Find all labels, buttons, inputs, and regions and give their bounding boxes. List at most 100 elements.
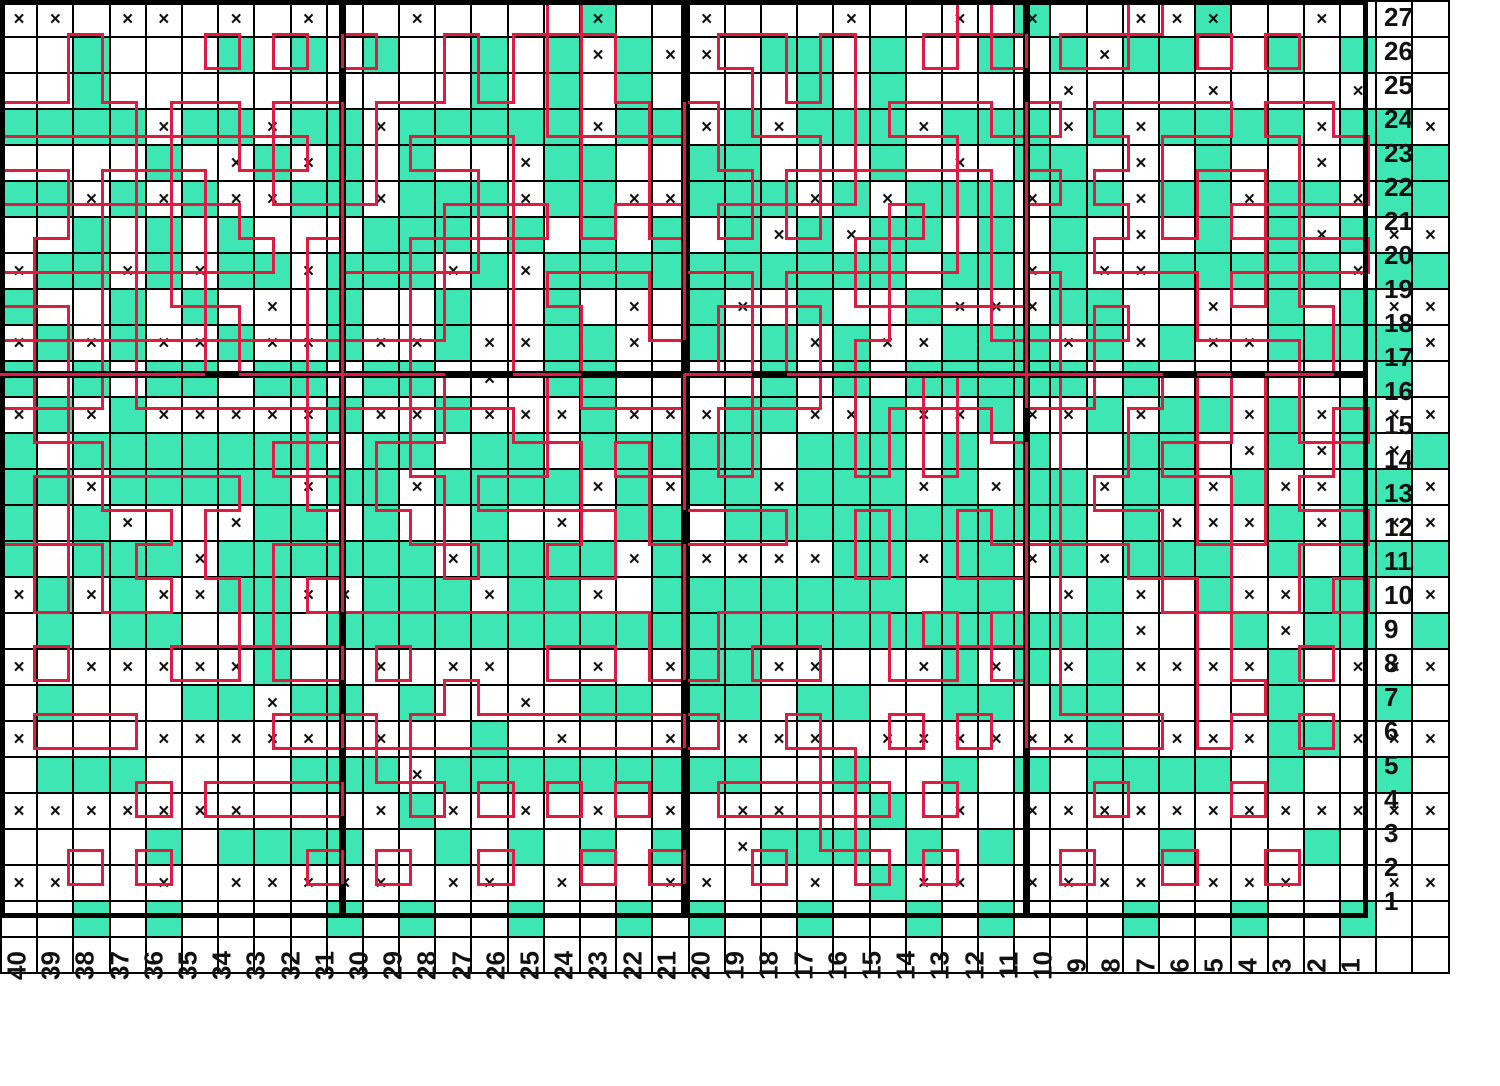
grid-cell[interactable]: [1411, 396, 1450, 434]
grid-cell[interactable]: [361, 828, 401, 866]
grid-cell[interactable]: [542, 396, 582, 434]
grid-cell[interactable]: [904, 324, 943, 362]
grid-cell[interactable]: [1121, 864, 1161, 902]
grid-cell[interactable]: [506, 108, 545, 146]
grid-cell[interactable]: [1157, 0, 1197, 38]
grid-cell[interactable]: [361, 468, 401, 506]
grid-cell[interactable]: [578, 612, 618, 650]
grid-cell[interactable]: [1375, 720, 1414, 758]
grid-cell[interactable]: [144, 36, 183, 74]
grid-cell[interactable]: [434, 288, 473, 326]
grid-cell[interactable]: [1194, 108, 1233, 146]
grid-cell[interactable]: [1121, 576, 1161, 614]
grid-cell[interactable]: [1157, 108, 1197, 146]
grid-cell[interactable]: [398, 720, 437, 758]
grid-cell[interactable]: [940, 252, 980, 290]
grid-cell[interactable]: [72, 756, 111, 794]
grid-cell[interactable]: [1375, 792, 1414, 830]
grid-cell[interactable]: [977, 252, 1016, 290]
grid-cell[interactable]: [506, 432, 545, 470]
grid-cell[interactable]: [977, 216, 1016, 254]
grid-cell[interactable]: [180, 108, 220, 146]
grid-cell[interactable]: [723, 216, 762, 254]
grid-cell[interactable]: [615, 936, 654, 974]
grid-cell[interactable]: [1049, 900, 1088, 938]
grid-cell[interactable]: [759, 324, 799, 362]
grid-cell[interactable]: [759, 828, 799, 866]
grid-cell[interactable]: [180, 216, 220, 254]
grid-cell[interactable]: [72, 216, 111, 254]
grid-cell[interactable]: [1338, 900, 1378, 938]
grid-cell[interactable]: [108, 828, 147, 866]
grid-cell[interactable]: [398, 396, 437, 434]
grid-cell[interactable]: [1013, 468, 1052, 506]
grid-cell[interactable]: [1194, 720, 1233, 758]
grid-cell[interactable]: [1049, 648, 1088, 686]
grid-cell[interactable]: [361, 576, 401, 614]
grid-cell[interactable]: [832, 576, 871, 614]
grid-cell[interactable]: [1194, 648, 1233, 686]
grid-cell[interactable]: [1013, 576, 1052, 614]
grid-cell[interactable]: [940, 684, 980, 722]
grid-cell[interactable]: [1121, 684, 1161, 722]
grid-cell[interactable]: [1157, 576, 1197, 614]
grid-cell[interactable]: [542, 180, 582, 218]
grid-cell[interactable]: [434, 540, 473, 578]
grid-cell[interactable]: [1302, 900, 1341, 938]
grid-cell[interactable]: [217, 576, 256, 614]
grid-cell[interactable]: [615, 432, 654, 470]
grid-cell[interactable]: [1157, 540, 1197, 578]
grid-cell[interactable]: [940, 540, 980, 578]
grid-cell[interactable]: [1302, 828, 1341, 866]
grid-cell[interactable]: [289, 792, 328, 830]
grid-cell[interactable]: [1411, 504, 1450, 542]
grid-cell[interactable]: [1266, 684, 1305, 722]
grid-cell[interactable]: [1013, 792, 1052, 830]
grid-cell[interactable]: [1375, 288, 1414, 326]
grid-cell[interactable]: [434, 792, 473, 830]
grid-cell[interactable]: [398, 864, 437, 902]
grid-cell[interactable]: [796, 144, 835, 182]
grid-cell[interactable]: [578, 432, 618, 470]
grid-cell[interactable]: [868, 72, 907, 110]
grid-cell[interactable]: [108, 684, 147, 722]
grid-cell[interactable]: [1338, 144, 1378, 182]
grid-cell[interactable]: [578, 828, 618, 866]
grid-cell[interactable]: [1049, 216, 1088, 254]
grid-cell[interactable]: [289, 936, 328, 974]
grid-cell[interactable]: [940, 828, 980, 866]
grid-cell[interactable]: [1230, 576, 1269, 614]
grid-cell[interactable]: [1230, 792, 1269, 830]
grid-cell[interactable]: [796, 720, 835, 758]
grid-cell[interactable]: [832, 864, 871, 902]
grid-cell[interactable]: [868, 756, 907, 794]
grid-cell[interactable]: [1013, 756, 1052, 794]
grid-cell[interactable]: [434, 360, 473, 398]
grid-cell[interactable]: [289, 144, 328, 182]
grid-cell[interactable]: [398, 288, 437, 326]
grid-cell[interactable]: [398, 108, 437, 146]
grid-cell[interactable]: [1049, 828, 1088, 866]
grid-cell[interactable]: [1157, 144, 1197, 182]
grid-cell[interactable]: [1085, 468, 1124, 506]
grid-cell[interactable]: [0, 540, 39, 578]
grid-cell[interactable]: [1411, 288, 1450, 326]
grid-cell[interactable]: [1013, 360, 1052, 398]
grid-cell[interactable]: [72, 72, 111, 110]
grid-cell[interactable]: [1157, 468, 1197, 506]
grid-cell[interactable]: [977, 0, 1016, 38]
grid-cell[interactable]: [361, 108, 401, 146]
grid-cell[interactable]: [1266, 936, 1305, 974]
grid-cell[interactable]: [1157, 684, 1197, 722]
grid-cell[interactable]: [723, 36, 762, 74]
grid-cell[interactable]: [1013, 180, 1052, 218]
grid-cell[interactable]: [1230, 396, 1269, 434]
grid-cell[interactable]: [289, 540, 328, 578]
grid-cell[interactable]: [1085, 432, 1124, 470]
grid-cell[interactable]: [434, 684, 473, 722]
grid-cell[interactable]: [723, 792, 762, 830]
grid-cell[interactable]: [1013, 144, 1052, 182]
grid-cell[interactable]: [615, 540, 654, 578]
grid-cell[interactable]: [1013, 216, 1052, 254]
grid-cell[interactable]: [0, 648, 39, 686]
